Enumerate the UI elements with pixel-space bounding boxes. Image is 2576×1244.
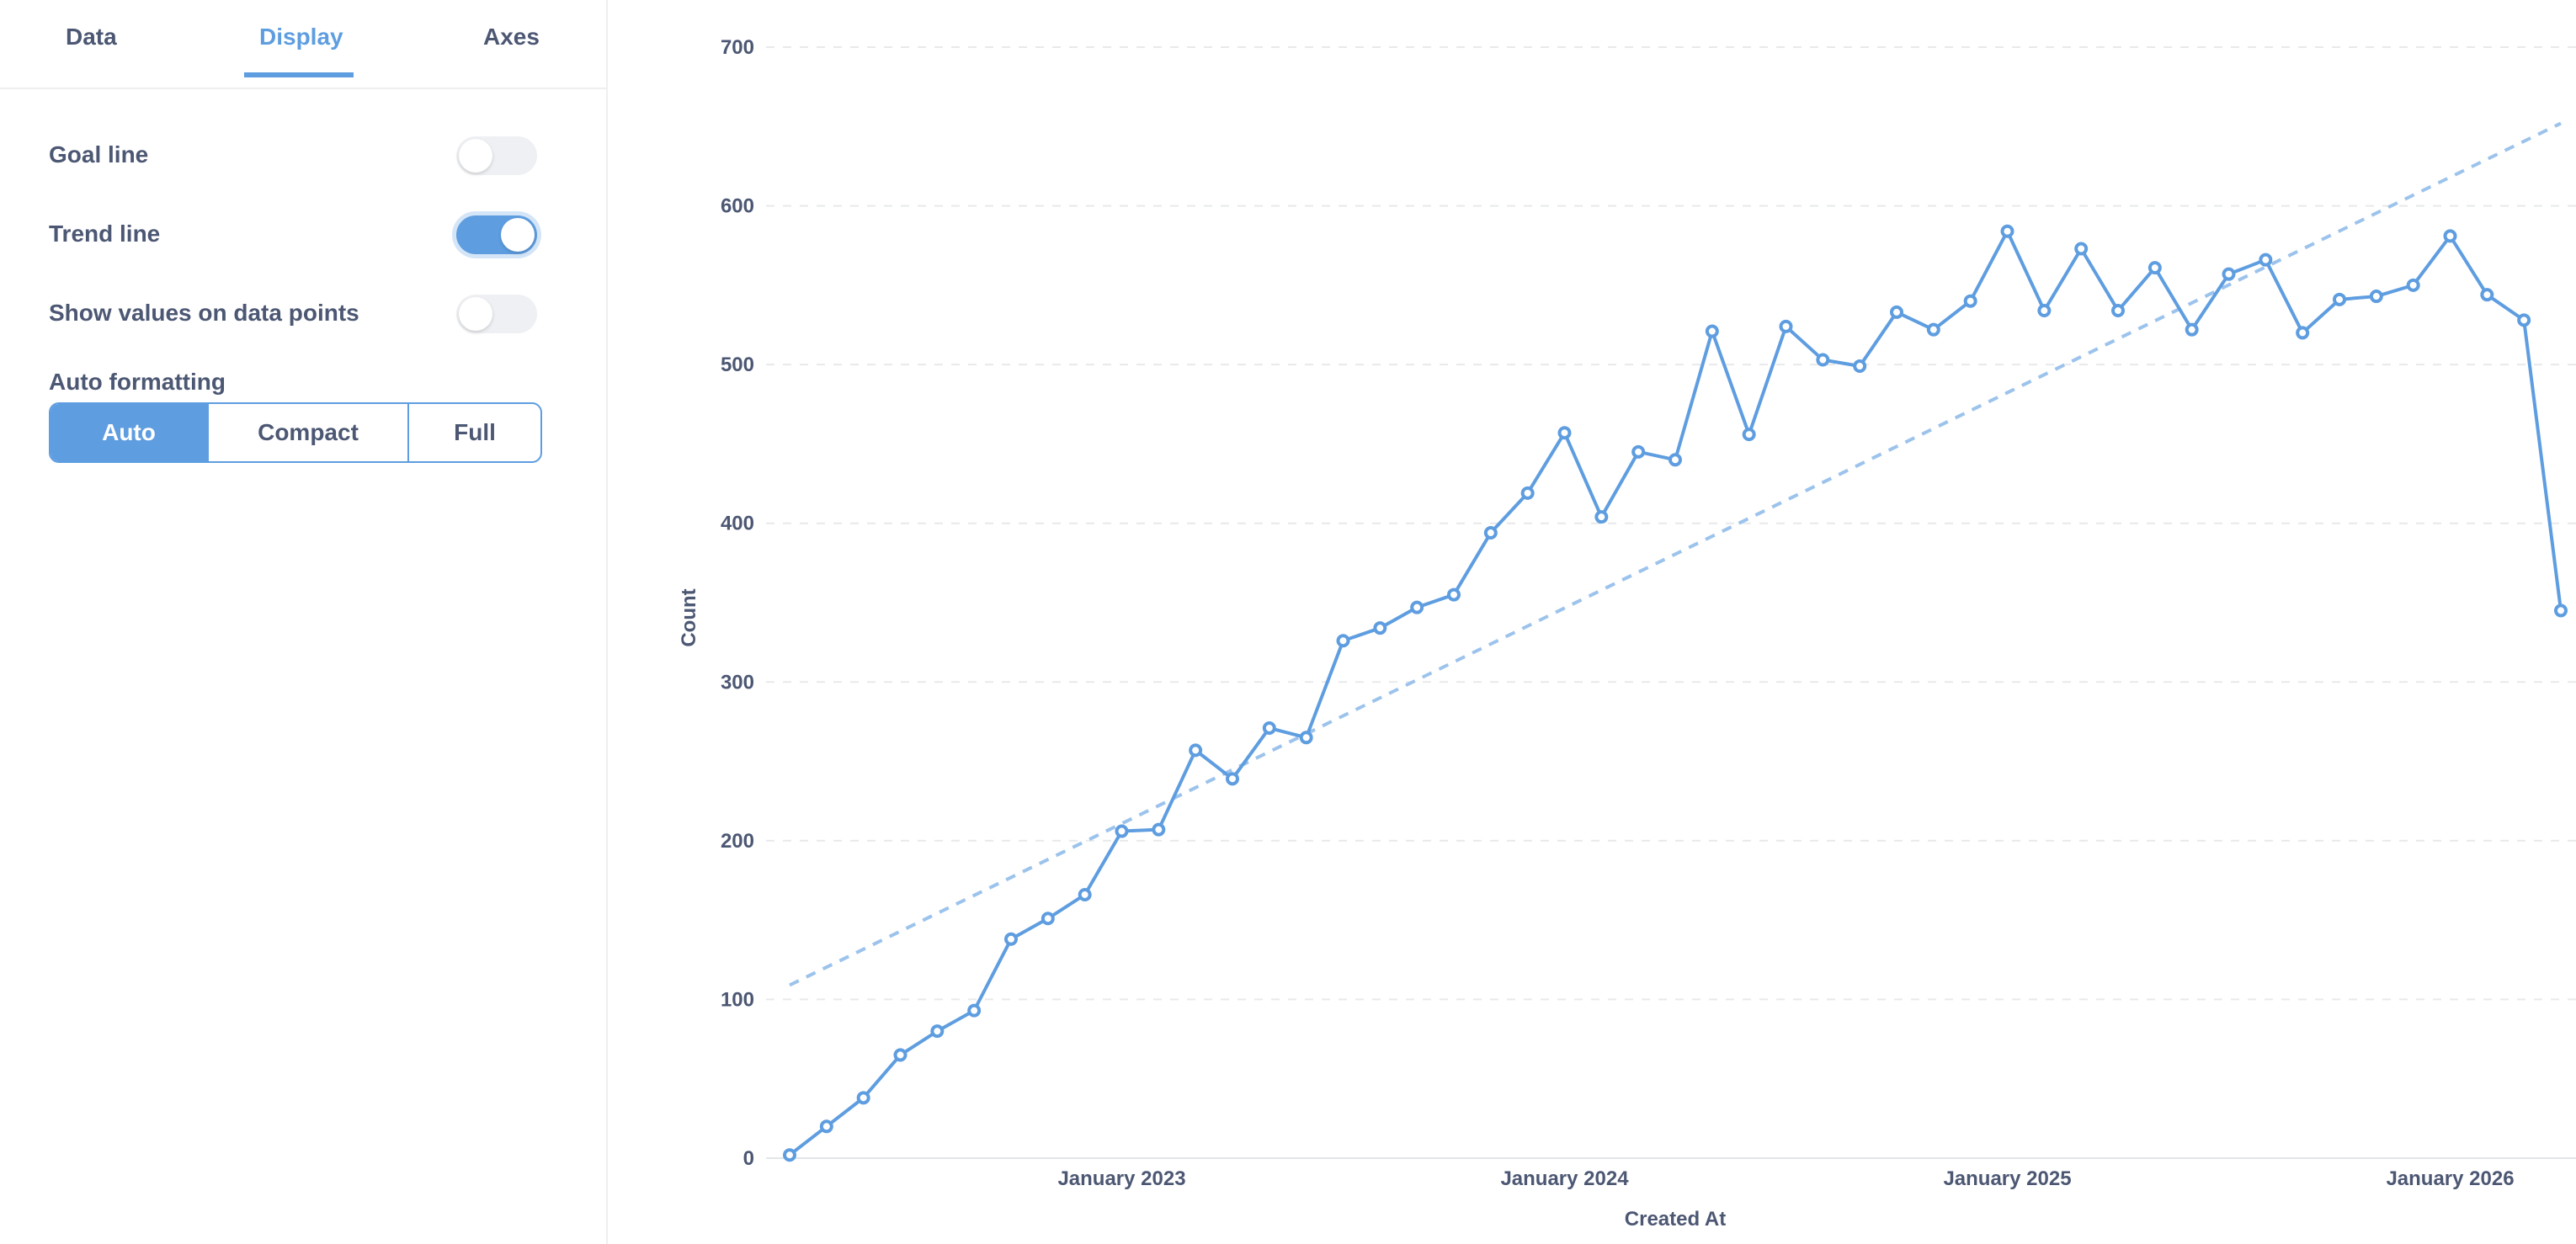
x-tick-label: January 2023 — [1057, 1167, 1185, 1190]
data-point[interactable] — [1520, 486, 1535, 500]
tab-data[interactable]: Data — [66, 24, 117, 50]
data-point[interactable] — [1299, 731, 1313, 745]
data-point[interactable] — [2554, 603, 2568, 618]
show-values-toggle[interactable] — [456, 295, 537, 333]
data-point[interactable] — [2333, 292, 2346, 306]
tab-axes[interactable]: Axes — [483, 24, 540, 50]
x-tick-label: January 2025 — [1943, 1167, 2071, 1190]
data-point[interactable] — [2185, 322, 2199, 337]
format-full-button[interactable]: Full — [407, 404, 540, 461]
y-tick-label: 300 — [721, 671, 754, 694]
data-point[interactable] — [2222, 267, 2236, 281]
active-tab-indicator — [244, 72, 354, 77]
y-tick-label: 700 — [721, 36, 754, 59]
data-point[interactable] — [2296, 326, 2310, 340]
data-point[interactable] — [1152, 822, 1166, 837]
data-point[interactable] — [1816, 353, 1830, 367]
auto-formatting-label: Auto formatting — [49, 369, 226, 395]
tab-bar: Data Display Axes — [0, 0, 606, 89]
trend-line — [789, 121, 2562, 987]
y-tick-label: 100 — [721, 988, 754, 1011]
data-point[interactable] — [967, 1003, 982, 1018]
toggle-knob — [459, 139, 492, 173]
data-point[interactable] — [1594, 510, 1609, 524]
data-point[interactable] — [1041, 912, 1055, 926]
data-point[interactable] — [1557, 426, 1572, 440]
data-point[interactable] — [1115, 824, 1129, 838]
format-compact-button[interactable]: Compact — [207, 404, 407, 461]
data-point[interactable] — [1890, 305, 1903, 319]
data-point[interactable] — [1483, 526, 1498, 540]
y-tick-label: 600 — [721, 195, 754, 218]
y-axis-label: Count — [678, 588, 700, 646]
data-point[interactable] — [2148, 261, 2162, 275]
data-point[interactable] — [2037, 304, 2052, 318]
data-point[interactable] — [2000, 224, 2014, 238]
tab-display[interactable]: Display — [259, 24, 343, 50]
data-point[interactable] — [2074, 242, 2089, 256]
data-point[interactable] — [2517, 313, 2531, 327]
data-point[interactable] — [1779, 319, 1793, 333]
settings-panel: Data Display Axes Goal line Trend line S… — [0, 0, 608, 1244]
data-point[interactable] — [1669, 453, 1682, 467]
data-point[interactable] — [2443, 229, 2457, 243]
x-tick-label: January 2024 — [1500, 1167, 1629, 1190]
data-point[interactable] — [2369, 290, 2383, 304]
y-tick-label: 400 — [721, 513, 754, 535]
data-point[interactable] — [2406, 278, 2420, 292]
data-point[interactable] — [783, 1148, 796, 1162]
data-point[interactable] — [1226, 772, 1239, 786]
data-point[interactable] — [1336, 634, 1350, 648]
toggle-knob — [501, 218, 535, 252]
data-point[interactable] — [1004, 932, 1018, 946]
toggle-knob — [459, 297, 492, 331]
data-point[interactable] — [2111, 304, 2125, 318]
data-point[interactable] — [1373, 621, 1387, 635]
auto-formatting-segmented-control: Auto Compact Full — [49, 402, 542, 463]
data-point[interactable] — [2480, 288, 2494, 302]
trend-line-label: Trend line — [49, 221, 161, 247]
data-point[interactable] — [2259, 253, 2273, 267]
goal-line-label: Goal line — [49, 141, 149, 167]
trend-line-toggle[interactable] — [456, 215, 537, 254]
data-point[interactable] — [1078, 887, 1092, 901]
data-point[interactable] — [893, 1048, 907, 1062]
x-tick-label: January 2026 — [2386, 1167, 2514, 1190]
format-auto-button[interactable]: Auto — [51, 404, 207, 461]
data-point[interactable] — [1853, 359, 1867, 374]
goal-line-toggle[interactable] — [456, 136, 537, 175]
data-point[interactable] — [1189, 743, 1203, 758]
data-point[interactable] — [1705, 324, 1719, 338]
data-point[interactable] — [1410, 600, 1424, 614]
y-tick-label: 200 — [721, 830, 754, 853]
y-tick-label: 0 — [743, 1147, 754, 1170]
data-point[interactable] — [1742, 428, 1756, 442]
y-tick-label: 500 — [721, 354, 754, 376]
data-point[interactable] — [819, 1119, 833, 1134]
data-point[interactable] — [1926, 322, 1940, 337]
data-point[interactable] — [856, 1091, 870, 1105]
data-point[interactable] — [930, 1024, 945, 1039]
show-values-label: Show values on data points — [49, 300, 359, 326]
series-line — [788, 229, 2563, 1156]
x-axis-label: Created At — [1625, 1208, 1726, 1231]
data-point[interactable] — [1447, 587, 1461, 602]
data-point[interactable] — [1963, 294, 1977, 308]
data-point[interactable] — [1631, 444, 1646, 459]
data-point[interactable] — [1262, 720, 1276, 735]
